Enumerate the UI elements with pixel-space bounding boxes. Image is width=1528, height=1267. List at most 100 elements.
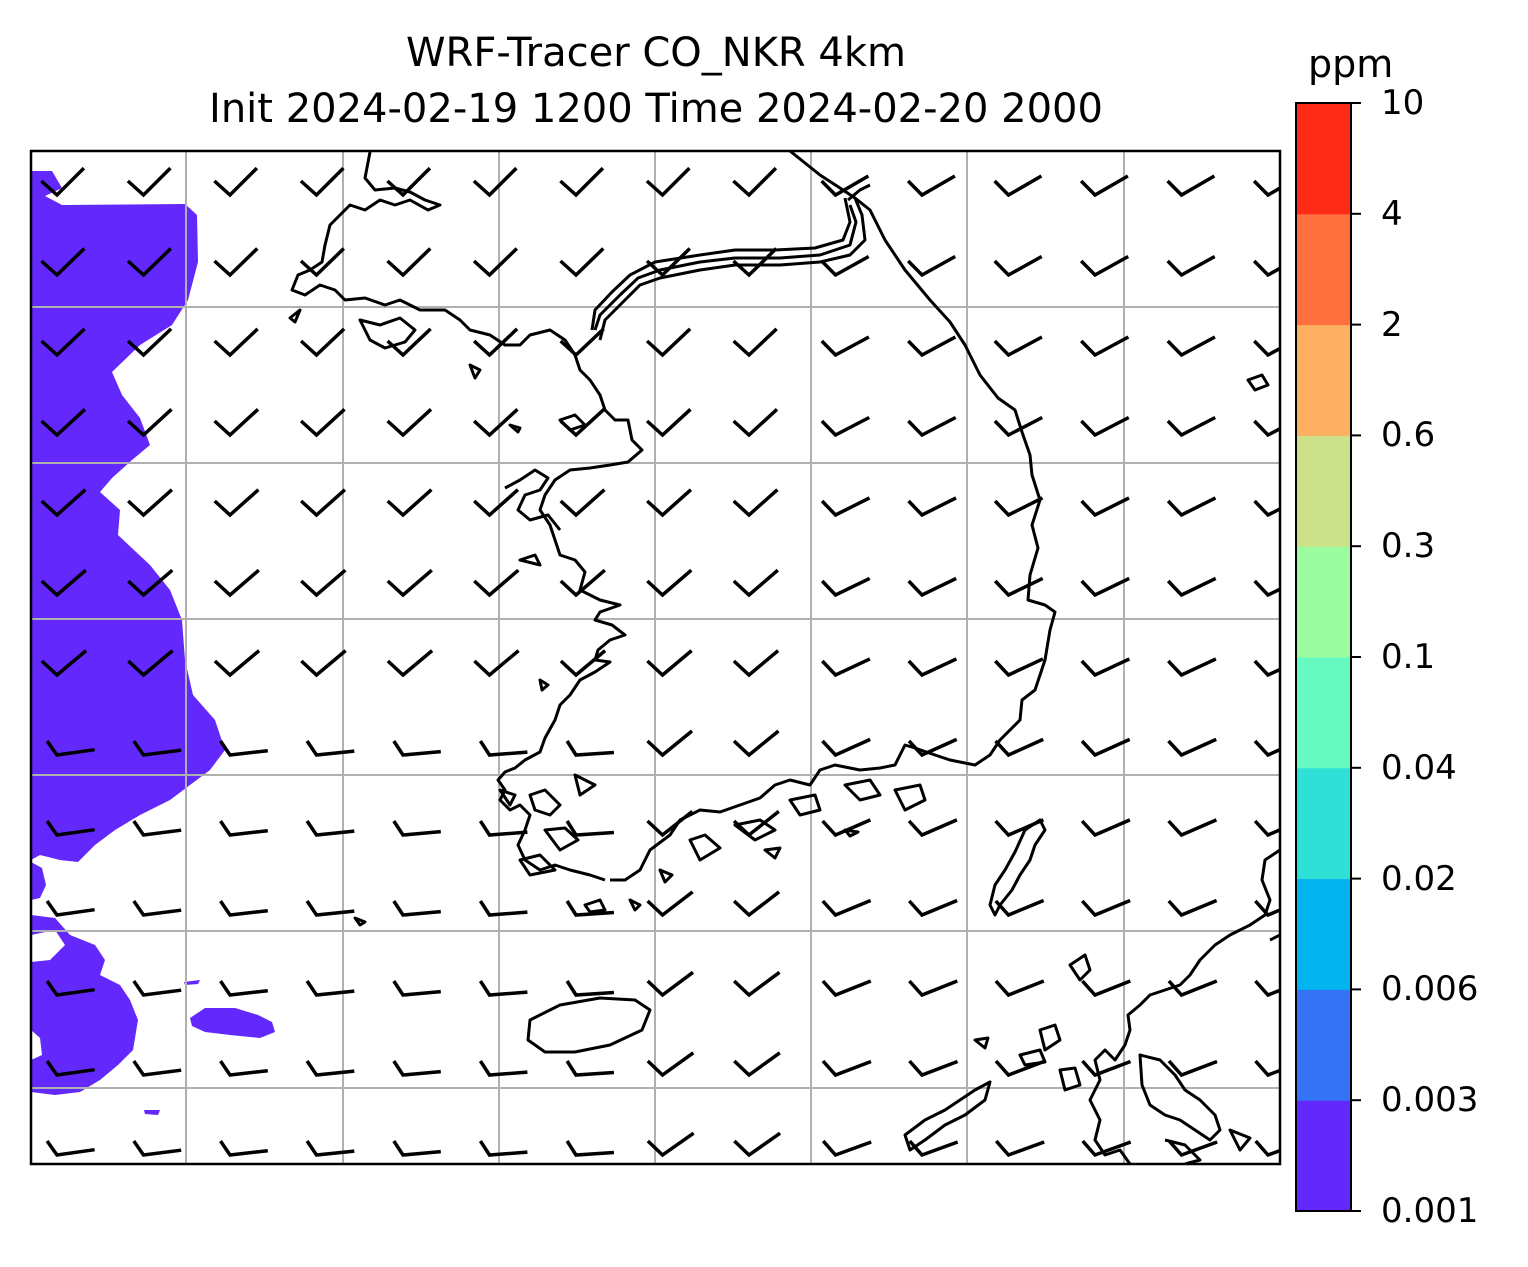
colorbar-band <box>1296 1100 1351 1212</box>
wind-barb <box>386 247 432 278</box>
wind-barb <box>40 408 87 438</box>
wind-barb <box>732 649 780 678</box>
wind-barb <box>646 890 694 918</box>
colorbar-tick-label: 0.006 <box>1381 969 1479 1010</box>
wind-barb <box>1253 659 1280 678</box>
wind-barb <box>732 729 780 758</box>
wind-barb <box>392 740 441 757</box>
colorbar-tick-label: 0.04 <box>1381 747 1457 788</box>
wind-barb <box>299 247 346 278</box>
tracer-gap <box>31 930 65 962</box>
wind-barb <box>305 980 355 997</box>
wind-barb <box>305 1060 355 1077</box>
wind-barb <box>472 247 519 278</box>
wind-barb <box>559 247 605 278</box>
wind-barb <box>1167 1059 1218 1078</box>
wind-barb <box>646 649 693 678</box>
wind-barb <box>646 568 693 598</box>
wind-barb <box>565 1060 615 1077</box>
wind-barb <box>1253 579 1280 598</box>
wind-barb <box>906 254 957 278</box>
colorbar-band <box>1296 435 1351 547</box>
wind-barb <box>559 408 606 438</box>
wind-barb <box>305 900 355 917</box>
wind-barb <box>645 166 691 198</box>
wind-barb <box>213 568 260 598</box>
tracer-speck <box>144 1110 160 1115</box>
wind-barb <box>478 1060 528 1077</box>
wind-barb <box>907 415 957 438</box>
colorbar-tick-label: 0.3 <box>1381 526 1436 567</box>
wind-barb <box>1080 818 1131 838</box>
wind-barb <box>219 740 268 757</box>
colorbar-band <box>1296 213 1351 326</box>
wind-barb <box>1080 335 1130 358</box>
wind-barb <box>1080 496 1130 518</box>
wind-barb <box>386 488 433 518</box>
colorbar-unit-label: ppm <box>1308 42 1394 86</box>
wind-barb <box>821 979 872 998</box>
wind-barb <box>820 254 870 278</box>
wind-barb <box>478 1140 528 1157</box>
wind-barb <box>305 1140 355 1157</box>
colorbar-band <box>1296 989 1351 1101</box>
wind-barb <box>1254 1059 1280 1078</box>
wind-barb <box>392 1140 441 1157</box>
wind-barb <box>1166 335 1216 358</box>
colorbar-band <box>1296 767 1351 880</box>
wind-barb <box>40 247 86 278</box>
wind-barb <box>732 890 781 918</box>
wind-barb <box>646 729 694 758</box>
colorbar-ticks <box>1351 102 1361 1212</box>
wind-barb <box>126 166 172 198</box>
wind-barb <box>565 1140 615 1157</box>
wind-barb <box>1254 1139 1280 1158</box>
wind-barb <box>646 488 693 518</box>
wind-barb <box>45 1139 95 1157</box>
wind-barb <box>1166 496 1217 518</box>
wind-barb <box>821 737 871 758</box>
wind-barb <box>732 810 780 838</box>
wind-barb <box>132 900 182 917</box>
wind-barb <box>132 740 182 757</box>
wind-barb <box>733 1051 781 1078</box>
colorbar-tick-label: 0.02 <box>1381 858 1457 899</box>
wind-barb <box>994 979 1045 998</box>
wind-barb <box>732 488 779 518</box>
wind-barb <box>299 408 346 438</box>
wind-barb <box>1167 1139 1218 1158</box>
wind-barb <box>219 820 268 837</box>
coastlines <box>288 151 1280 1164</box>
wind-barb <box>219 900 268 917</box>
tracer-plume-small <box>31 862 46 900</box>
wind-barb <box>392 900 441 917</box>
wind-barb <box>907 496 957 518</box>
colorbar-tick-label: 4 <box>1381 193 1403 234</box>
wind-barb <box>1080 737 1131 758</box>
wind-barb <box>45 739 95 757</box>
wind-barb <box>127 488 174 518</box>
colorbar-tick-label: 0.001 <box>1381 1191 1479 1231</box>
map-frame <box>29 149 1282 1166</box>
colorbar-tick-label: 10 <box>1381 83 1425 123</box>
wind-barb <box>473 488 520 518</box>
wind-barb <box>908 1139 959 1158</box>
wind-barb <box>132 1060 182 1077</box>
wind-barb <box>907 576 957 598</box>
wind-barb <box>126 327 173 358</box>
wind-barb <box>565 900 615 917</box>
wind-barb <box>733 1131 782 1158</box>
wind-barb <box>1253 739 1280 758</box>
colorbar-band <box>1296 103 1351 215</box>
wind-barb <box>1167 737 1217 758</box>
wind-barb <box>993 576 1044 598</box>
colorbar-band <box>1296 324 1351 436</box>
wind-barb <box>821 818 872 838</box>
wind-barb <box>392 1060 441 1077</box>
wind-barbs <box>40 166 1280 1158</box>
wind-barb <box>820 496 871 518</box>
wind-barb <box>1254 899 1280 918</box>
wind-barb <box>45 979 95 997</box>
wind-barb <box>559 488 606 518</box>
wind-barb <box>1081 1139 1132 1158</box>
